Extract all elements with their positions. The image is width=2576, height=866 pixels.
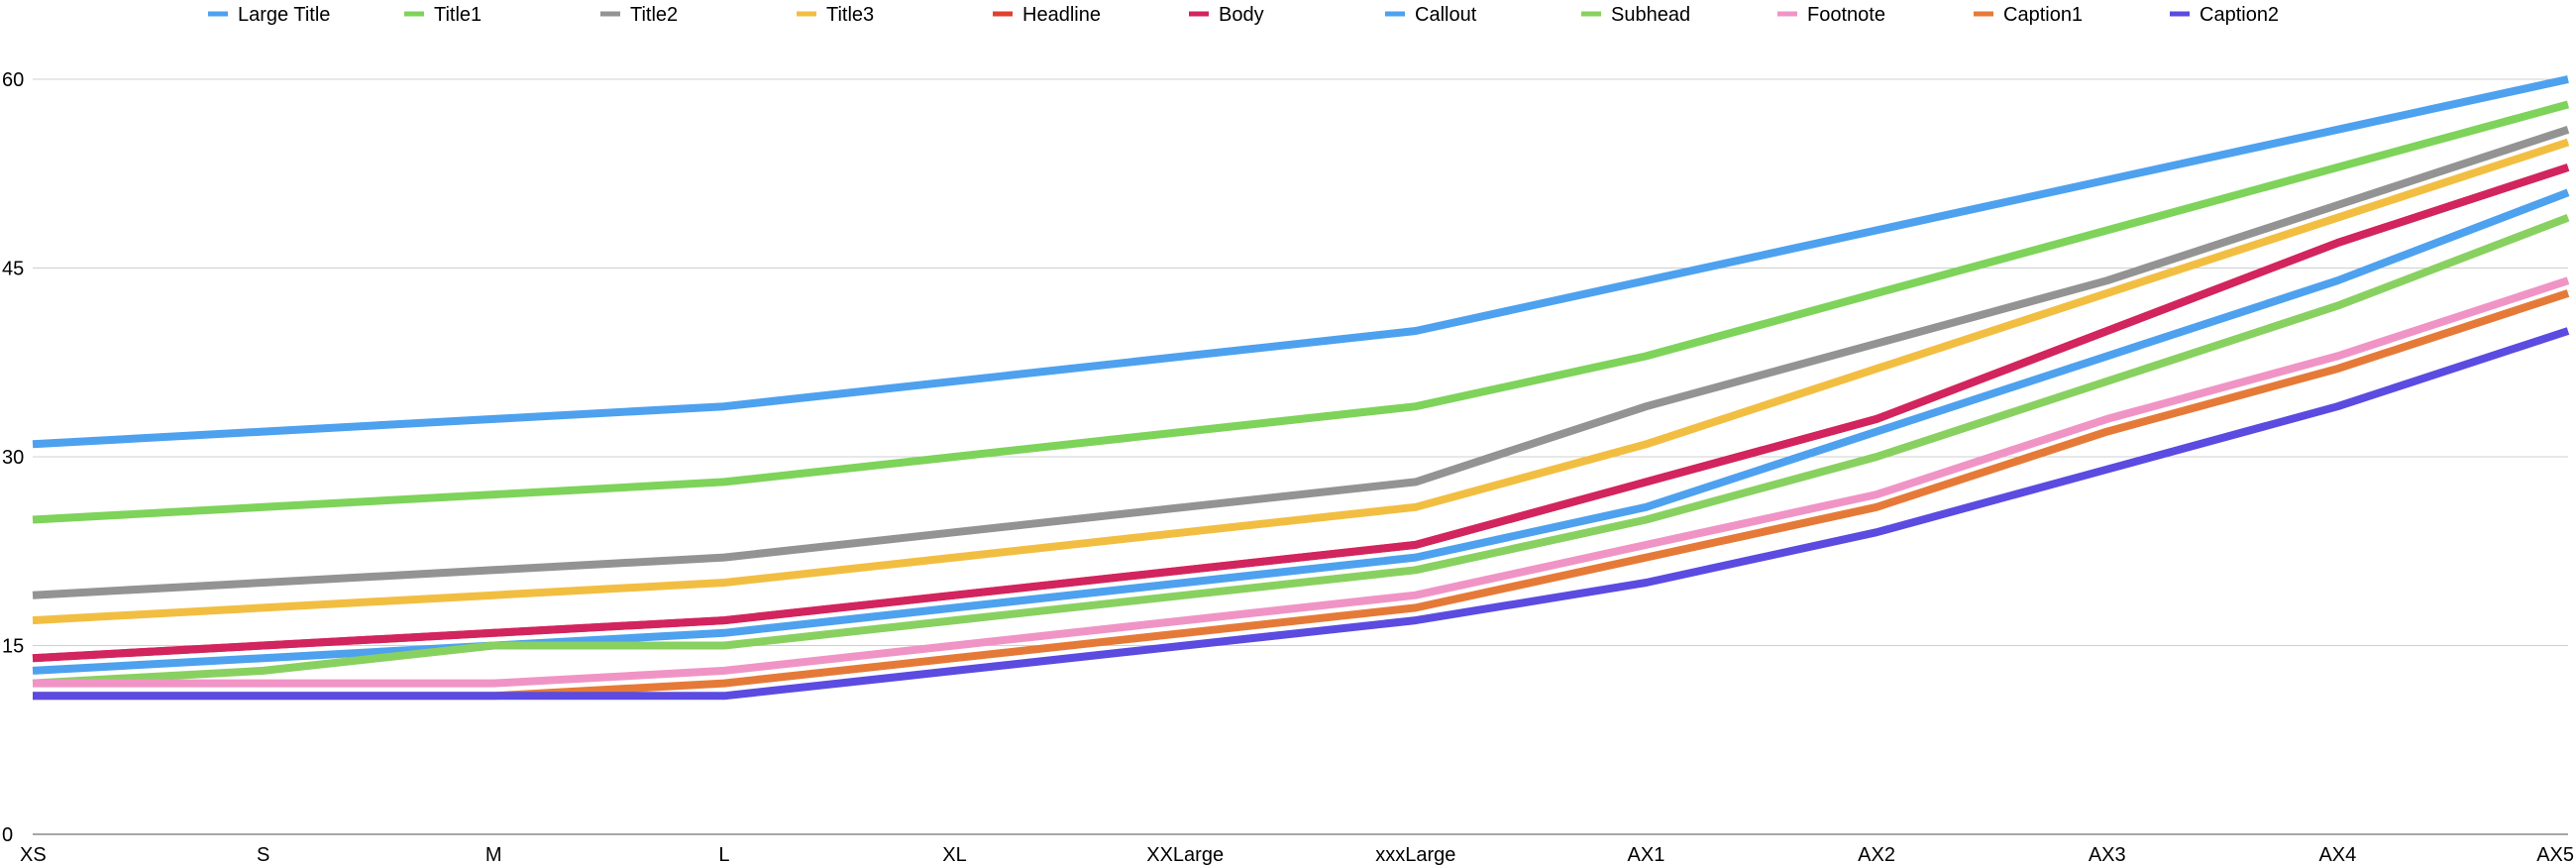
- y-tick-label: 45: [2, 259, 24, 280]
- gridlines: [33, 78, 2568, 835]
- series-line-large-title: [32, 75, 2569, 449]
- legend-item-body: Body: [1189, 4, 1264, 26]
- y-tick-label: 0: [2, 824, 13, 846]
- x-tick-label: AX5: [2536, 844, 2574, 866]
- series-lines: [32, 75, 2570, 701]
- legend-label: Headline: [1022, 4, 1101, 26]
- legend-label: Title3: [826, 4, 874, 26]
- x-tick-label: S: [257, 844, 269, 866]
- legend-label: Caption1: [2003, 4, 2083, 26]
- legend-label: Title1: [434, 4, 482, 26]
- series-line-title3: [32, 138, 2570, 625]
- legend-label: Large Title: [238, 4, 330, 26]
- x-tick-label: M: [485, 844, 502, 866]
- legend-item-caption2: Caption2: [2170, 4, 2279, 26]
- legend-label: Callout: [1415, 4, 1477, 26]
- y-axis-ticks: 0 15 30 45 60: [2, 69, 24, 846]
- x-tick-label: AX1: [1628, 844, 1665, 866]
- y-tick-label: 15: [2, 636, 24, 658]
- x-tick-label: XS: [20, 844, 47, 866]
- legend: Large Title Title1 Title2 Title3 Headline Bod…: [208, 4, 2279, 26]
- x-tick-label: XL: [942, 844, 966, 866]
- x-tick-label: XXLarge: [1146, 844, 1224, 866]
- x-tick-label: L: [718, 844, 729, 866]
- legend-item-callout: Callout: [1385, 4, 1477, 26]
- legend-label: Title2: [630, 4, 678, 26]
- series-line-body: [32, 163, 2570, 663]
- legend-item-caption1: Caption1: [1974, 4, 2083, 26]
- x-tick-label: xxxLarge: [1375, 844, 1455, 866]
- y-tick-label: 30: [2, 447, 24, 469]
- legend-item-title2: Title2: [600, 4, 678, 26]
- legend-label: Footnote: [1807, 4, 1885, 26]
- series-line-caption2: [33, 327, 2570, 701]
- series-line-footnote: [33, 276, 2570, 688]
- legend-item-headline: Headline: [993, 4, 1101, 26]
- series-line-subhead: [32, 213, 2570, 688]
- legend-item-subhead: Subhead: [1581, 4, 1690, 26]
- legend-item-title3: Title3: [797, 4, 874, 26]
- legend-item-title1: Title1: [404, 4, 482, 26]
- legend-label: Body: [1219, 4, 1264, 26]
- x-tick-label: AX3: [2089, 844, 2126, 866]
- x-axis-ticks: XS S M L XL XXLarge xxxLarge AX1 AX2 AX3 AX4 AX5: [20, 844, 2574, 866]
- legend-label: Caption2: [2200, 4, 2279, 26]
- x-tick-label: AX2: [1858, 844, 1895, 866]
- y-tick-label: 60: [2, 69, 24, 91]
- x-tick-label: AX4: [2318, 844, 2356, 866]
- series-line-title2: [32, 125, 2570, 599]
- legend-item-large-title: Large Title: [208, 4, 330, 26]
- series-line-title1: [32, 100, 2570, 524]
- legend-item-footnote: Footnote: [1777, 4, 1885, 26]
- legend-label: Subhead: [1611, 4, 1690, 26]
